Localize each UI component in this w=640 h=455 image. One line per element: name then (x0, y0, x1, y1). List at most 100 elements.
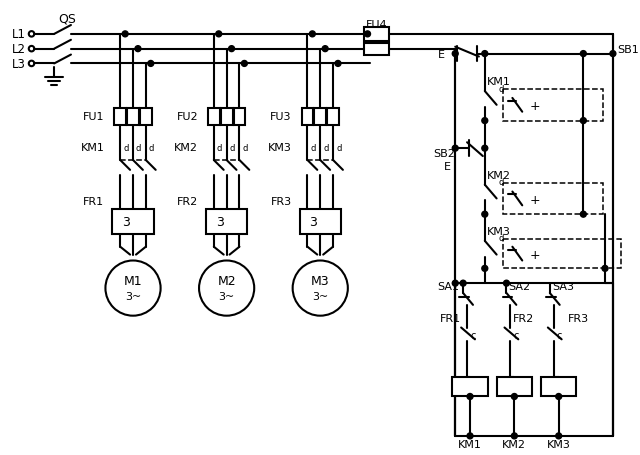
Text: L2: L2 (12, 43, 26, 56)
Text: KM1: KM1 (81, 143, 104, 153)
Text: 3~: 3~ (312, 291, 328, 301)
Bar (541, 377, 577, 397)
Text: FU2: FU2 (177, 112, 198, 122)
Text: FR1: FR1 (83, 197, 104, 207)
Text: 3: 3 (122, 216, 130, 228)
Bar (502, 239, 621, 269)
Text: M1: M1 (124, 274, 142, 287)
Circle shape (580, 212, 586, 217)
Circle shape (122, 32, 128, 38)
Text: d: d (499, 234, 504, 243)
Circle shape (148, 61, 154, 67)
Text: E: E (438, 50, 445, 60)
Text: KM3: KM3 (268, 143, 292, 153)
Text: M3: M3 (311, 274, 330, 287)
Text: FU3: FU3 (270, 112, 292, 122)
Circle shape (602, 266, 608, 272)
Circle shape (216, 32, 221, 38)
Circle shape (335, 61, 341, 67)
Circle shape (482, 212, 488, 217)
Text: d: d (136, 144, 141, 153)
Bar (140, 109, 152, 125)
Circle shape (460, 281, 466, 287)
Text: +: + (530, 193, 541, 207)
Text: SA2: SA2 (508, 282, 531, 292)
Circle shape (482, 146, 488, 152)
Bar (497, 377, 532, 397)
Text: d: d (336, 144, 341, 153)
Text: KM2: KM2 (174, 143, 198, 153)
Bar (502, 90, 603, 121)
Text: d: d (243, 144, 248, 153)
Text: +: + (530, 248, 541, 262)
Text: 3~: 3~ (218, 291, 235, 301)
Text: SA1: SA1 (437, 282, 459, 292)
Circle shape (482, 51, 488, 57)
Text: d: d (217, 144, 222, 153)
Circle shape (467, 394, 473, 399)
Text: FR2: FR2 (177, 197, 198, 207)
Bar (127, 109, 139, 125)
Circle shape (610, 51, 616, 57)
Bar (452, 377, 488, 397)
Text: d: d (310, 144, 316, 153)
Text: KM1: KM1 (458, 439, 482, 449)
Text: FR2: FR2 (513, 313, 534, 323)
Circle shape (365, 32, 371, 38)
Text: d: d (230, 144, 235, 153)
Bar (208, 109, 220, 125)
Text: c: c (470, 331, 476, 341)
Text: KM1: KM1 (487, 77, 511, 87)
Text: M2: M2 (218, 274, 236, 287)
Circle shape (452, 51, 458, 57)
Bar (364, 28, 389, 42)
Bar (300, 210, 341, 234)
Circle shape (241, 61, 247, 67)
Circle shape (482, 266, 488, 272)
Text: FR1: FR1 (440, 313, 461, 323)
Text: KM3: KM3 (547, 439, 571, 449)
Text: KM2: KM2 (487, 171, 511, 180)
Bar (327, 109, 339, 125)
Circle shape (511, 433, 517, 439)
Bar (113, 210, 154, 234)
Text: FR3: FR3 (568, 313, 589, 323)
Bar (301, 109, 314, 125)
Circle shape (580, 118, 586, 124)
Text: QS: QS (58, 13, 76, 25)
Bar (502, 183, 603, 215)
Text: SA3: SA3 (552, 282, 574, 292)
Circle shape (452, 281, 458, 287)
Circle shape (467, 433, 473, 439)
Bar (364, 44, 389, 56)
Text: FU1: FU1 (83, 112, 104, 122)
Bar (206, 210, 247, 234)
Bar (115, 109, 126, 125)
Text: SB1: SB1 (617, 45, 639, 55)
Text: 3: 3 (309, 216, 317, 228)
Circle shape (504, 281, 509, 287)
Text: d: d (123, 144, 129, 153)
Circle shape (228, 46, 234, 52)
Bar (234, 109, 245, 125)
Circle shape (556, 394, 562, 399)
Circle shape (452, 146, 458, 152)
Bar (221, 109, 232, 125)
Text: FU4: FU4 (365, 20, 387, 30)
Text: SB2: SB2 (433, 149, 456, 159)
Bar (314, 109, 326, 125)
Text: KM3: KM3 (487, 227, 511, 237)
Circle shape (511, 394, 517, 399)
Text: d: d (499, 178, 504, 187)
Text: 3: 3 (216, 216, 223, 228)
Circle shape (556, 433, 562, 439)
Text: c: c (557, 331, 563, 341)
Text: 3~: 3~ (125, 291, 141, 301)
Text: FR3: FR3 (271, 197, 292, 207)
Circle shape (482, 118, 488, 124)
Text: c: c (514, 331, 519, 341)
Circle shape (580, 51, 586, 57)
Circle shape (309, 32, 316, 38)
Text: d: d (499, 84, 504, 93)
Text: +: + (530, 100, 541, 113)
